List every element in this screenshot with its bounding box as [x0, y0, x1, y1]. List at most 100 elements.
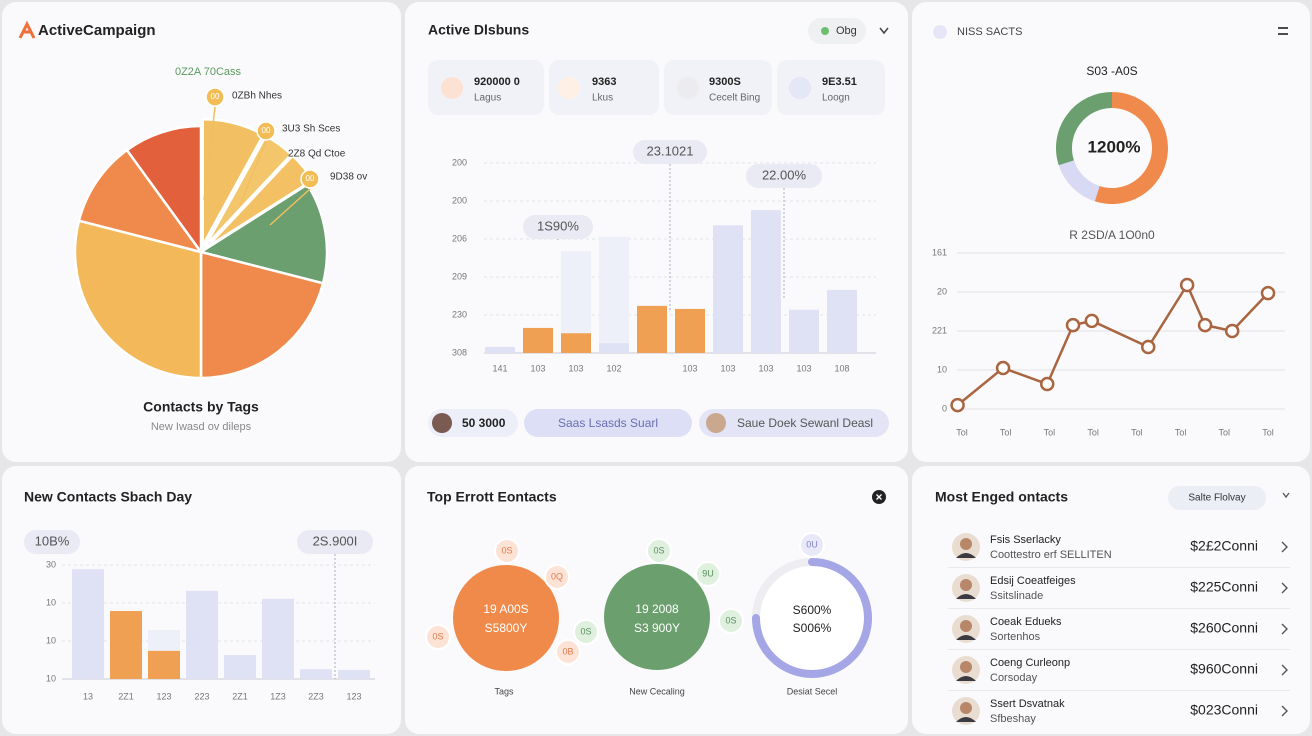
y-tick-label: 20 — [937, 286, 947, 296]
badge-text: 0B — [562, 646, 573, 656]
bar — [751, 210, 781, 353]
badge — [573, 619, 599, 645]
bubble-label: New Cecaling — [629, 686, 685, 696]
line-marker — [950, 397, 965, 413]
row-chevron[interactable] — [1281, 705, 1288, 717]
badge — [555, 639, 581, 665]
bar — [523, 327, 553, 353]
pill[interactable] — [524, 409, 692, 437]
bar — [110, 610, 142, 679]
contact-name: Edsij Coeatfeiges — [990, 575, 1076, 587]
stat-tile — [549, 60, 659, 115]
menu-icon[interactable] — [1278, 27, 1288, 35]
pill-label: Saas Lsasds Suarl — [558, 416, 658, 430]
avatar — [432, 413, 452, 433]
line-marker — [1260, 285, 1276, 301]
annotation-text: 10B% — [35, 533, 70, 548]
badge — [695, 561, 721, 587]
line-marker — [1224, 323, 1240, 339]
x-tick-label: Tol — [1044, 427, 1056, 437]
x-tick-label: Tol — [1087, 427, 1099, 437]
callout-badge-text: 00 — [306, 174, 315, 183]
avatar-body — [956, 594, 976, 599]
contact-detail: Sortenhos — [990, 631, 1041, 643]
ring-arc — [752, 558, 872, 678]
row-chevron[interactable] — [1281, 664, 1288, 676]
filter-pill[interactable] — [1168, 486, 1266, 510]
row-chevron[interactable] — [1281, 541, 1288, 553]
line — [956, 282, 1269, 407]
avatar-face — [960, 620, 972, 632]
pill[interactable] — [699, 409, 889, 437]
badge — [799, 532, 825, 558]
bar — [789, 309, 819, 353]
callout-badge-text: 00 — [262, 126, 271, 135]
row-chevron[interactable] — [1281, 582, 1288, 594]
x-tick-label: 123 — [156, 691, 171, 701]
panel-title: Top Errott Eontacts — [427, 489, 557, 505]
row-chevron[interactable] — [1281, 623, 1288, 635]
filter-label: Salte Flolvay — [1188, 493, 1245, 504]
x-tick-label: Tol — [1000, 427, 1012, 437]
dropdown-icon[interactable] — [1282, 492, 1290, 499]
card — [912, 466, 1310, 734]
toggle[interactable] — [808, 18, 866, 44]
x-tick-label: 103 — [758, 363, 773, 373]
avatar-face — [960, 702, 972, 714]
y-tick-label: 209 — [452, 271, 467, 281]
stat-icon — [441, 77, 463, 99]
contact-name: Ssert Dsvatnak — [990, 698, 1065, 710]
x-tick-label: Tol — [1175, 427, 1187, 437]
annotation-pill — [633, 140, 707, 164]
donut-center-label: 1200% — [1088, 137, 1141, 156]
bar — [599, 343, 629, 353]
x-tick-label: 1Z3 — [270, 691, 286, 701]
bar — [827, 289, 857, 353]
x-tick-label: 102 — [606, 363, 621, 373]
y-tick-label: 10 — [46, 597, 56, 607]
x-tick-label: 103 — [720, 363, 735, 373]
stat-tile — [664, 60, 772, 115]
x-tick-label: 2Z3 — [308, 691, 324, 701]
callout-text: 9D38 ov — [330, 172, 367, 183]
contact-detail: Corsoday — [990, 672, 1038, 684]
badge-text: 0S — [501, 545, 512, 555]
callout-text: 2Z8 Qd Ctoe — [288, 149, 346, 160]
avatar-body — [956, 676, 976, 681]
avatar — [706, 413, 726, 433]
line-marker — [1179, 277, 1195, 293]
stat-tile — [428, 60, 544, 115]
callout-badge-text: 00 — [211, 92, 220, 101]
chart-title: R 2SD/A 1O0n0 — [1069, 228, 1155, 242]
bubble-text: 19 2008 — [635, 602, 679, 616]
dropdown-icon[interactable] — [879, 27, 889, 35]
bar — [599, 236, 629, 353]
badge — [544, 564, 570, 590]
annotation-text: 22.00% — [762, 167, 807, 182]
badges: 0S 0Q 0S 0S 0B 0S 9U 0S 0U — [425, 532, 825, 665]
pill[interactable] — [428, 409, 518, 437]
pie-slice — [73, 219, 203, 380]
stat-value: 9363 — [592, 76, 616, 88]
x-tick-label: 103 — [796, 363, 811, 373]
logo-icon — [18, 20, 36, 39]
bar — [485, 346, 515, 353]
stat-label: Loogn — [822, 93, 850, 104]
avatar-body — [956, 717, 976, 722]
y-tick-label: 10 — [46, 635, 56, 645]
brand: ActiveCampaign — [38, 22, 156, 39]
callout-badge — [300, 169, 320, 189]
contact-detail: Sfbeshay — [990, 713, 1036, 725]
pill-label: 50 3000 — [462, 416, 506, 430]
stat-label: Cecelt Bing — [709, 93, 760, 104]
y-tick-label: 308 — [452, 347, 467, 357]
x-tick-label: 2Z1 — [118, 691, 134, 701]
bubble-text: S5800Y — [485, 621, 528, 635]
x-tick-label: Tol — [956, 427, 968, 437]
ring-label: Desiat Secel — [787, 686, 838, 696]
chart-title: S03 -A0S — [1086, 64, 1137, 78]
stat-icon — [558, 77, 580, 99]
bar — [224, 655, 256, 679]
stat-label: Lkus — [592, 93, 613, 104]
annotation-pill — [746, 164, 822, 188]
